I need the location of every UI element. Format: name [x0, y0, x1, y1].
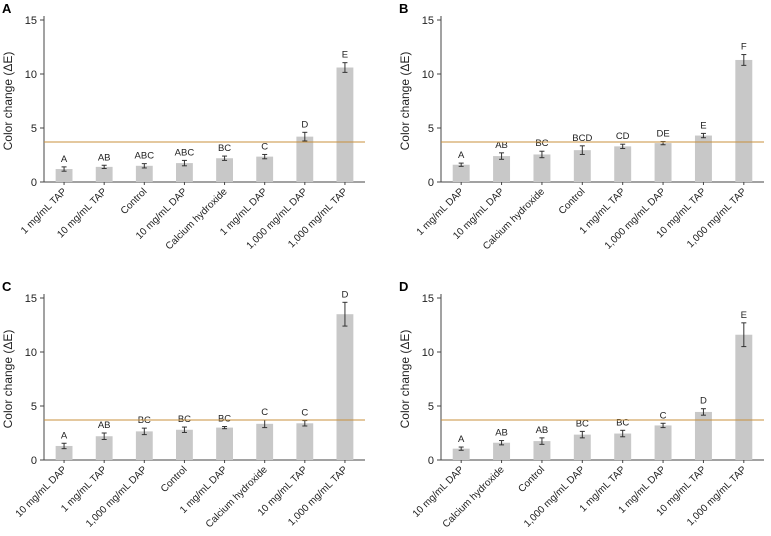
significance-label: D	[700, 396, 707, 407]
bar	[256, 156, 274, 182]
y-tick-label: 15	[25, 15, 37, 27]
y-tick-label: 0	[31, 455, 37, 467]
y-tick-label: 5	[31, 123, 37, 135]
bar	[533, 441, 551, 460]
bar	[694, 411, 712, 460]
panel-label: B	[399, 1, 408, 16]
x-category-label: Control	[516, 464, 547, 495]
significance-label: BC	[616, 417, 629, 428]
y-tick-label: 15	[422, 293, 434, 305]
y-axis-label: Color change (ΔE)	[1, 330, 15, 429]
bar	[694, 135, 712, 182]
bar	[176, 429, 193, 460]
y-axis-label: Color change (ΔE)	[1, 52, 15, 151]
bar	[614, 146, 632, 182]
bar	[654, 425, 672, 460]
significance-label: C	[261, 407, 268, 418]
panel-label: C	[2, 279, 12, 294]
bar	[55, 169, 73, 182]
bar	[735, 334, 753, 460]
y-tick-label: 15	[422, 15, 434, 27]
bar	[296, 423, 314, 460]
significance-label: BC	[535, 138, 548, 149]
significance-label: BC	[138, 415, 151, 426]
y-tick-label: 10	[25, 347, 37, 359]
y-tick-label: 10	[422, 347, 434, 359]
y-tick-label: 5	[31, 401, 37, 413]
significance-label: A	[458, 434, 465, 445]
significance-label: AB	[536, 425, 549, 436]
y-tick-label: 0	[428, 177, 434, 189]
bar	[493, 156, 511, 182]
bar	[654, 143, 672, 182]
bar	[135, 165, 153, 182]
significance-label: AB	[495, 428, 508, 439]
significance-label: A	[61, 154, 68, 165]
significance-label: A	[458, 150, 465, 161]
bar	[614, 433, 632, 460]
bar	[216, 427, 233, 460]
bar	[256, 423, 274, 460]
significance-label: A	[61, 430, 68, 441]
significance-label: DE	[656, 129, 669, 140]
panel-label: A	[2, 1, 12, 16]
y-tick-label: 15	[25, 293, 37, 305]
significance-label: E	[741, 310, 747, 321]
bar	[573, 434, 591, 460]
significance-label: BCD	[572, 133, 592, 144]
x-category-label: 10 mg/mL DAP	[14, 464, 70, 520]
significance-label: E	[342, 50, 348, 61]
bar	[95, 436, 113, 460]
bar	[493, 442, 511, 460]
significance-label: AB	[98, 420, 111, 431]
y-tick-label: 0	[428, 455, 434, 467]
significance-label: C	[261, 141, 268, 152]
significance-label: ABC	[135, 151, 155, 162]
bar	[452, 448, 470, 460]
x-category-label: Control	[557, 186, 588, 217]
significance-label: BC	[576, 418, 589, 429]
bar	[336, 314, 354, 460]
bar	[336, 67, 354, 182]
significance-label: C	[660, 410, 667, 421]
x-category-label: Control	[119, 186, 150, 217]
significance-label: CD	[616, 131, 630, 142]
x-category-label: Control	[159, 464, 190, 495]
bar	[55, 445, 73, 460]
bar	[95, 166, 113, 182]
significance-label: F	[741, 42, 747, 53]
bar	[573, 150, 591, 182]
bar	[533, 154, 551, 182]
significance-label: AB	[98, 152, 111, 163]
significance-label: C	[301, 408, 308, 419]
bar	[452, 164, 470, 182]
significance-label: D	[342, 289, 349, 300]
bar	[216, 158, 233, 182]
bar	[735, 59, 753, 182]
y-axis-label: Color change (ΔE)	[398, 52, 412, 151]
significance-label: D	[301, 119, 308, 130]
y-tick-label: 5	[428, 401, 434, 413]
bar	[296, 136, 314, 182]
y-tick-label: 5	[428, 123, 434, 135]
bar	[176, 163, 193, 182]
y-axis-label: Color change (ΔE)	[398, 330, 412, 429]
significance-label: AB	[495, 140, 508, 151]
significance-label: BC	[218, 414, 231, 425]
bar	[135, 431, 153, 460]
y-tick-label: 10	[25, 69, 37, 81]
significance-label: E	[700, 120, 706, 131]
y-tick-label: 0	[31, 177, 37, 189]
significance-label: ABC	[175, 147, 195, 158]
panel-label: D	[399, 279, 408, 294]
y-tick-label: 10	[422, 69, 434, 81]
significance-label: BC	[218, 143, 231, 154]
